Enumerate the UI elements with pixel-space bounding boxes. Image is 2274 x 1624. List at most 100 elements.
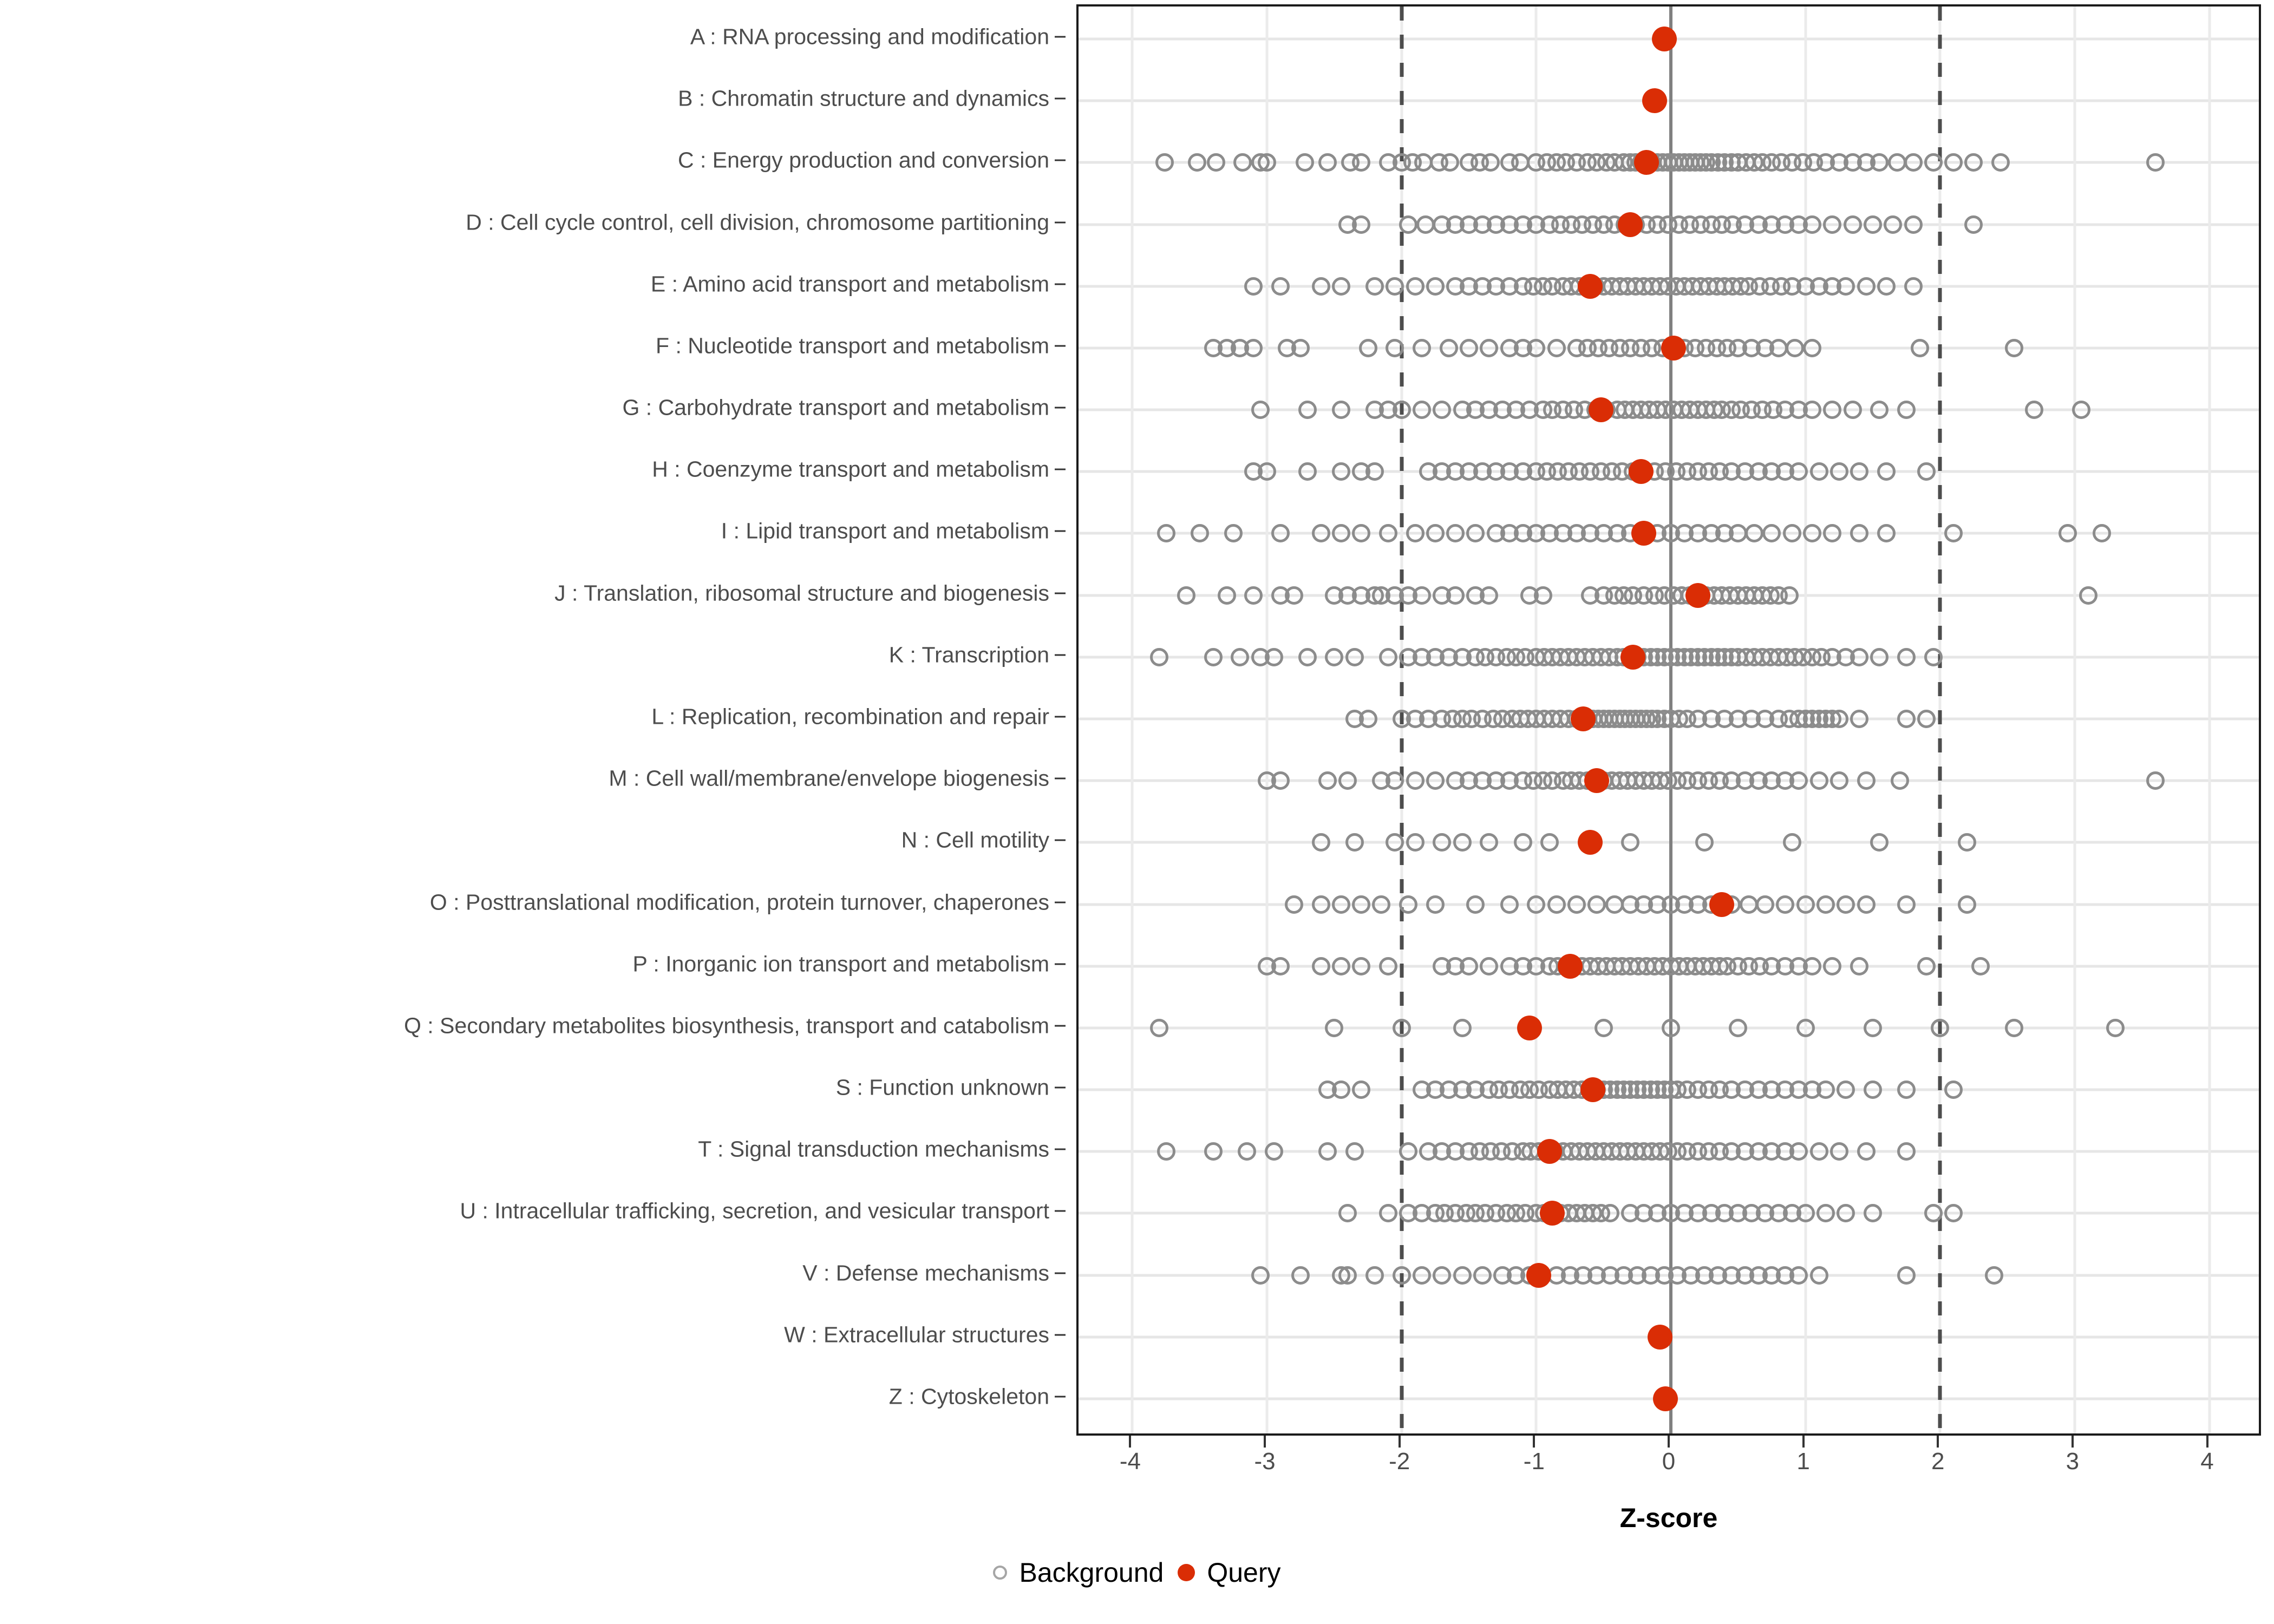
background-point: [1729, 1018, 1748, 1037]
background-point: [1789, 1142, 1808, 1161]
background-point: [1331, 895, 1350, 914]
background-point: [1284, 586, 1303, 605]
background-point: [1803, 338, 1822, 357]
background-point: [1850, 524, 1869, 543]
background-point: [1446, 524, 1465, 543]
background-point: [1298, 647, 1317, 666]
query-point: [1642, 88, 1668, 114]
y-axis-tick: [1055, 221, 1066, 224]
y-axis-label: T : Signal transduction mechanisms: [698, 1136, 1049, 1162]
background-point: [1352, 1081, 1371, 1099]
x-axis-tick-label: -2: [1389, 1448, 1410, 1475]
background-point: [1829, 710, 1848, 728]
x-axis-tick-label: -1: [1523, 1448, 1545, 1475]
background-point: [1816, 895, 1835, 914]
vertical-gridline: [1131, 6, 1134, 1433]
background-point: [1399, 895, 1418, 914]
background-point: [1527, 895, 1546, 914]
y-axis-label: D : Cell cycle control, cell division, c…: [466, 209, 1049, 235]
background-point: [1453, 1266, 1472, 1285]
y-axis-label: G : Carbohydrate transport and metabolis…: [622, 395, 1050, 420]
x-axis: -4 -3 -2 -1 0 1 2 3 4: [1076, 1436, 2261, 1501]
query-point: [1709, 892, 1735, 917]
background-point: [1295, 153, 1314, 172]
y-axis-label: L : Replication, recombination and repai…: [651, 704, 1049, 729]
y-axis-tick: [1055, 283, 1066, 285]
y-axis-label: B : Chromatin structure and dynamics: [678, 86, 1049, 111]
background-point: [1789, 1266, 1808, 1285]
background-point: [1378, 647, 1397, 666]
background-point: [1829, 1142, 1848, 1161]
background-point: [1857, 771, 1876, 790]
background-point: [1904, 153, 1923, 172]
y-axis-tick: [1055, 97, 1066, 100]
background-point: [1567, 895, 1586, 914]
x-axis-tick: [2071, 1436, 2074, 1448]
background-point: [1291, 338, 1310, 357]
background-point: [1480, 586, 1499, 605]
background-point: [1217, 586, 1236, 605]
background-point: [1291, 1266, 1310, 1285]
background-point: [1473, 1266, 1492, 1285]
legend-item-query: Query: [1178, 1559, 1281, 1586]
background-point: [1433, 1266, 1452, 1285]
query-point: [1634, 150, 1659, 175]
background-point: [1318, 1142, 1337, 1161]
background-point: [1386, 833, 1404, 852]
background-point: [1803, 401, 1822, 420]
background-point: [1392, 1018, 1411, 1037]
background-point: [1413, 1266, 1432, 1285]
background-point: [1365, 1266, 1384, 1285]
x-axis-tick: [2206, 1436, 2208, 1448]
background-point: [1776, 895, 1795, 914]
background-point: [1426, 895, 1445, 914]
background-point: [1809, 771, 1828, 790]
background-point: [1206, 153, 1225, 172]
background-point: [1944, 1081, 1963, 1099]
background-point: [1547, 338, 1566, 357]
y-axis-tick: [1055, 654, 1066, 656]
background-point: [1850, 710, 1869, 728]
background-point: [1527, 338, 1546, 357]
background-point: [1863, 1018, 1882, 1037]
background-point: [1480, 957, 1499, 975]
x-axis-tick: [1937, 1436, 1939, 1448]
background-point: [1244, 277, 1263, 296]
background-point: [1863, 1081, 1882, 1099]
background-point: [1352, 895, 1371, 914]
background-point: [1809, 1266, 1828, 1285]
y-axis-tick: [1055, 1272, 1066, 1274]
background-point: [1378, 1204, 1397, 1223]
query-point: [1571, 706, 1596, 731]
x-axis-tick-label: 4: [2200, 1448, 2214, 1475]
y-axis-tick: [1055, 1334, 1066, 1336]
background-point: [1910, 338, 1929, 357]
y-axis-label: O : Posttranslational modification, prot…: [429, 889, 1049, 915]
background-point: [1803, 957, 1822, 975]
background-point: [1318, 153, 1337, 172]
background-point: [1271, 277, 1290, 296]
background-point: [1231, 647, 1250, 666]
reference-line-dashed: [1938, 6, 1942, 1433]
background-point: [1466, 524, 1485, 543]
background-point: [1311, 277, 1330, 296]
background-point: [1187, 153, 1206, 172]
background-point: [1155, 153, 1174, 172]
filled-circle-icon: [1178, 1564, 1195, 1581]
background-point: [1150, 647, 1169, 666]
y-axis-label: H : Coenzyme transport and metabolism: [652, 456, 1049, 482]
background-point: [1500, 895, 1519, 914]
background-point: [1311, 957, 1330, 975]
background-point: [1745, 524, 1764, 543]
background-point: [1331, 957, 1350, 975]
background-point: [1365, 462, 1384, 481]
y-axis-tick: [1055, 530, 1066, 532]
x-axis-tick: [1129, 1436, 1132, 1448]
background-point: [1857, 1142, 1876, 1161]
background-point: [1331, 277, 1350, 296]
background-point: [1264, 647, 1283, 666]
background-point: [1991, 153, 2010, 172]
background-point: [1540, 833, 1559, 852]
background-point: [1850, 957, 1869, 975]
background-point: [1177, 586, 1195, 605]
